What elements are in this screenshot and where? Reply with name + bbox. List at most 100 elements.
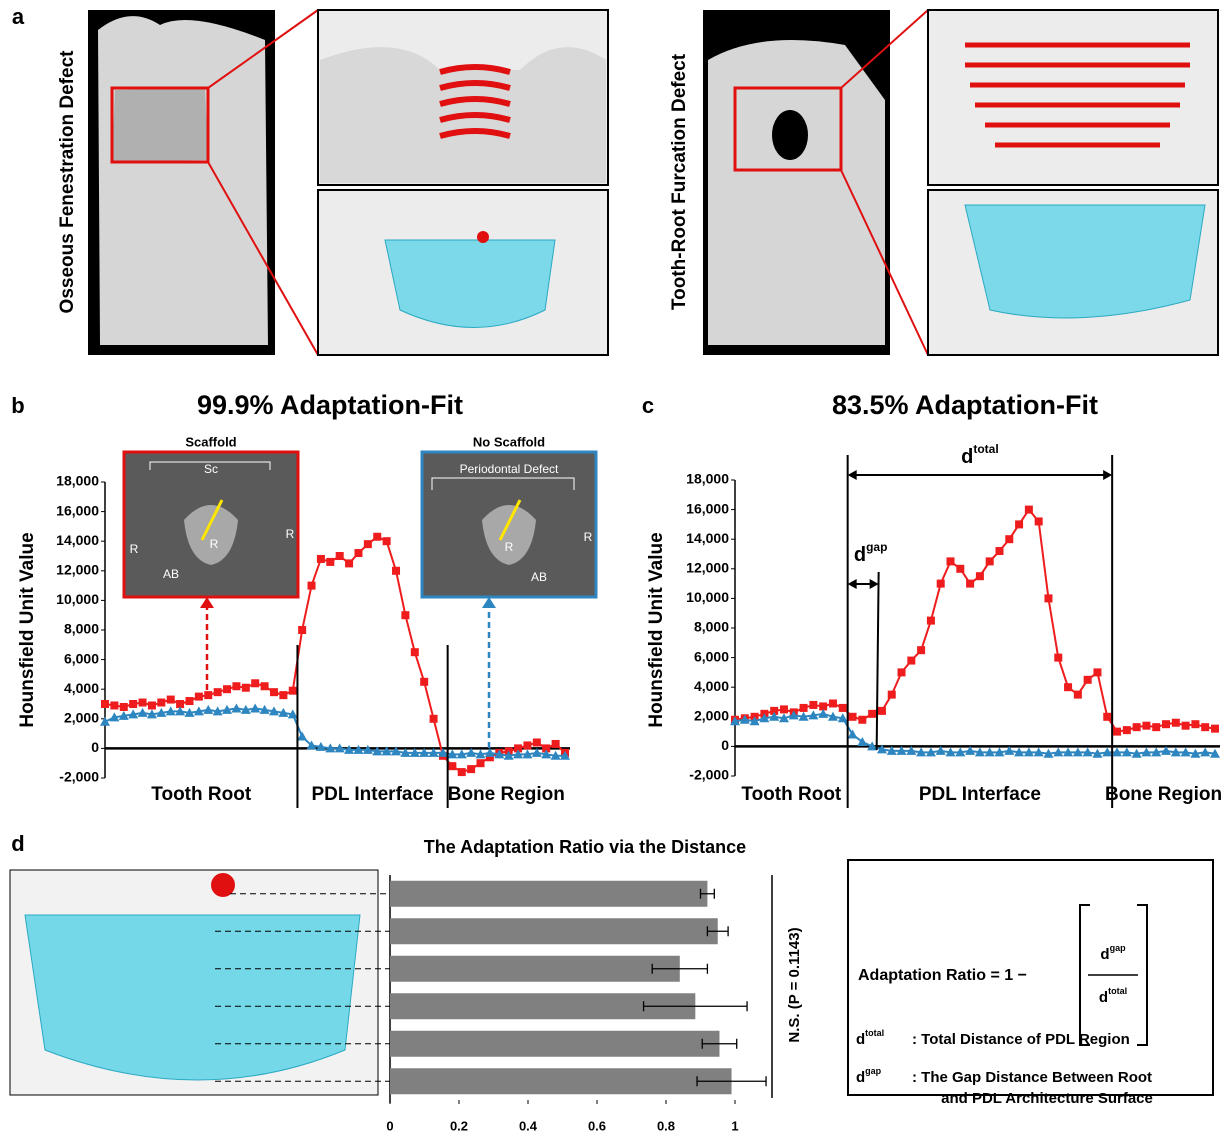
marker	[458, 768, 466, 776]
marker	[383, 537, 391, 545]
scaffold-shell	[25, 915, 360, 1080]
marker	[185, 697, 193, 705]
y-tick-label: 2,000	[64, 710, 99, 726]
marker	[203, 705, 213, 714]
marker	[947, 557, 955, 565]
marker	[297, 732, 307, 741]
marker	[878, 707, 886, 715]
marker	[261, 682, 269, 690]
marker	[523, 741, 531, 749]
marker	[298, 626, 306, 634]
marker	[336, 552, 344, 560]
bone-render	[708, 40, 885, 345]
marker	[898, 668, 906, 676]
marker	[1103, 713, 1111, 721]
region-label: Tooth Root	[741, 784, 842, 805]
marker	[809, 701, 817, 709]
marker	[345, 559, 353, 567]
pointer-head	[200, 597, 214, 608]
marker	[966, 580, 974, 588]
marker	[129, 700, 137, 708]
marker	[110, 701, 118, 709]
y-tick-label: 12,000	[56, 562, 99, 578]
y-tick-label: 18,000	[56, 473, 99, 489]
marker	[1133, 723, 1141, 731]
series-line	[735, 510, 1215, 732]
marker	[995, 547, 1003, 555]
y-axis-label: Hounsfield Unit Value	[646, 532, 667, 727]
superscript: gap	[1110, 943, 1127, 953]
marker	[148, 701, 156, 709]
marker	[986, 557, 994, 565]
region-label: Bone Region	[448, 784, 565, 805]
sym: d	[854, 544, 866, 566]
marker	[927, 617, 935, 625]
marker	[223, 685, 231, 693]
y-tick-label: 12,000	[686, 560, 729, 576]
marker	[231, 703, 241, 712]
marker	[1172, 719, 1180, 727]
marker	[157, 699, 165, 707]
marker	[1093, 668, 1101, 676]
x-tick-label: 1	[731, 1118, 738, 1133]
marker	[204, 691, 212, 699]
marker	[888, 691, 896, 699]
marker	[401, 611, 409, 619]
distance-label: dtotal	[961, 442, 999, 468]
definition-text: and PDL Architecture Surface	[941, 1090, 1153, 1107]
marker	[1113, 728, 1121, 736]
inset-label: AB	[531, 570, 547, 584]
sym: d	[1100, 946, 1109, 963]
panel-a-images	[88, 10, 1218, 355]
scaffold-node	[477, 231, 489, 243]
y-tick-label: 8,000	[694, 619, 729, 635]
marker	[279, 691, 287, 699]
marker	[1123, 726, 1131, 734]
pointer-head	[482, 597, 496, 608]
marker	[1200, 747, 1210, 756]
inset-label: R	[505, 540, 514, 554]
inset-label: R	[210, 537, 219, 551]
marker	[232, 682, 240, 690]
marker	[411, 648, 419, 656]
marker	[195, 693, 203, 701]
y-tick-label: 18,000	[686, 471, 729, 487]
chart-title: 99.9% Adaptation-Fit	[197, 390, 463, 420]
marker	[138, 708, 148, 717]
marker	[364, 540, 372, 548]
panel-letter: d	[11, 831, 24, 856]
marker	[1025, 506, 1033, 514]
marker	[214, 688, 222, 696]
inset-label: R	[286, 527, 295, 541]
furcation	[772, 110, 808, 160]
marker	[250, 703, 260, 712]
superscript: gap	[866, 540, 887, 554]
region-label: PDL Interface	[311, 784, 433, 805]
y-tick-label: 8,000	[64, 621, 99, 637]
x-tick-label: 0	[386, 1118, 393, 1133]
marker	[848, 730, 858, 739]
marker	[101, 700, 109, 708]
panel-letter: c	[642, 393, 654, 418]
sym: d	[1099, 989, 1108, 1006]
superscript: total	[973, 442, 998, 456]
x-tick-label: 0.2	[450, 1118, 468, 1133]
marker	[956, 565, 964, 573]
marker	[373, 533, 381, 541]
marker	[1074, 691, 1082, 699]
marker	[139, 699, 147, 707]
marker	[1201, 723, 1209, 731]
sym: d	[856, 1031, 865, 1048]
marker	[308, 582, 316, 590]
marker	[917, 646, 925, 654]
region-label: PDL Interface	[919, 784, 1041, 805]
inset-label: Sc	[204, 462, 218, 476]
y-tick-label: 14,000	[56, 532, 99, 548]
definition-text: : The Gap Distance Between Root	[912, 1069, 1152, 1086]
marker	[1191, 720, 1199, 728]
marker	[430, 715, 438, 723]
marker	[868, 710, 876, 718]
inset-title: Scaffold	[185, 434, 236, 449]
marker	[552, 740, 560, 748]
chart-title: The Adaptation Ratio via the Distance	[424, 837, 746, 857]
